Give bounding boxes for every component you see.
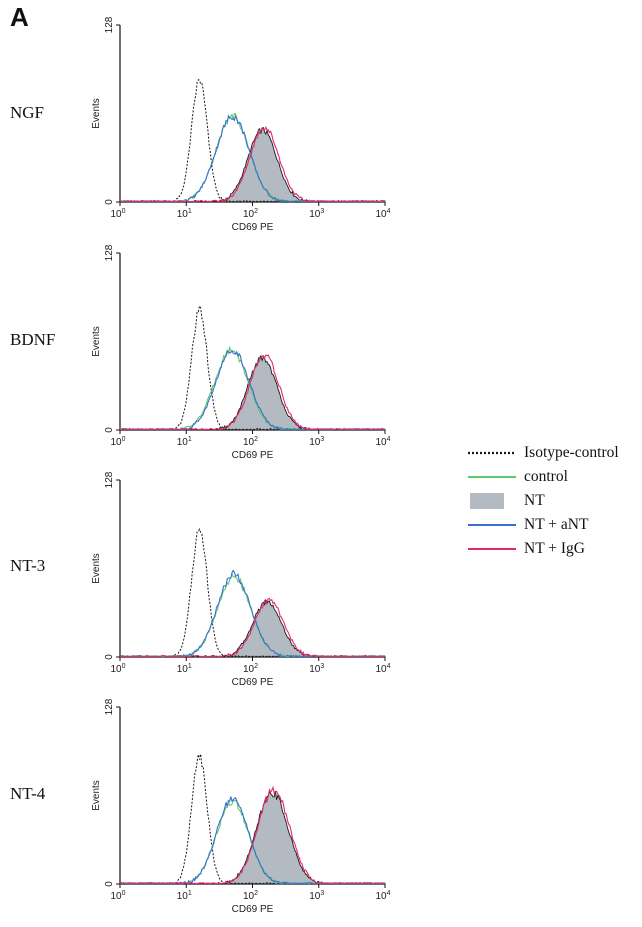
y-axis-label: Events	[91, 553, 102, 584]
legend-swatch-nt	[470, 493, 504, 509]
x-tick-label: 104	[375, 890, 390, 902]
legend-label-nt-antibody: NT + aNT	[524, 516, 589, 533]
x-tick-label: 104	[375, 436, 390, 448]
x-tick-label: 101	[177, 890, 192, 902]
legend-item-nt-antibody: NT + aNT	[468, 513, 640, 537]
x-tick-label: 102	[243, 663, 258, 675]
legend-label-control: control	[524, 468, 568, 485]
legend-label-nt-igg: NT + IgG	[524, 540, 585, 557]
y-tick-label: 128	[104, 244, 115, 261]
series-nt-igg-line	[120, 597, 385, 658]
x-tick-label: 102	[243, 890, 258, 902]
x-tick-label: 100	[110, 436, 125, 448]
histogram-nt3: 0 128 Events 100 101 102 103 104 CD69 PE	[85, 470, 405, 700]
y-tick-label: 128	[104, 698, 115, 715]
series-nt-igg-line	[120, 126, 386, 203]
y-axis-label: Events	[91, 98, 102, 129]
panel-letter: A	[10, 2, 29, 32]
legend-item-control: control	[468, 465, 640, 489]
series-nt-igg-line	[120, 354, 386, 431]
x-tick-label: 103	[309, 890, 324, 902]
x-tick-label: 101	[177, 663, 192, 675]
x-tick-label: 103	[309, 208, 324, 220]
x-axis-label: CD69 PE	[232, 677, 274, 688]
x-tick-label: 103	[309, 663, 324, 675]
x-tick-label: 102	[243, 208, 258, 220]
x-tick-label: 103	[309, 436, 324, 448]
histogram-ngf: 0 128 Events 100 101 102 103 104 CD69 PE	[85, 15, 405, 245]
y-tick-label: 0	[104, 881, 115, 887]
histogram-nt4: 0 128 Events 100 101 102 103 104 CD69 PE	[85, 697, 405, 927]
x-tick-label: 104	[375, 208, 390, 220]
series-nt-area	[119, 127, 386, 203]
legend-swatch-nt-antibody	[468, 524, 516, 526]
series-nt-area	[119, 790, 386, 885]
legend: Isotype-control control NT NT + aNT NT +…	[468, 441, 640, 561]
x-tick-label: 102	[243, 436, 258, 448]
x-tick-label: 101	[177, 436, 192, 448]
legend-swatch-control	[468, 476, 516, 478]
condition-label-nt4: NT-4	[10, 784, 46, 803]
y-axis-label: Events	[91, 780, 102, 811]
condition-label-ngf: NGF	[10, 103, 45, 122]
legend-item-isotype: Isotype-control	[468, 441, 640, 465]
series-nt-igg-line	[120, 785, 386, 885]
x-tick-label: 100	[110, 890, 125, 902]
x-axis-label: CD69 PE	[232, 222, 274, 233]
legend-swatch-nt-igg	[468, 548, 516, 550]
legend-item-nt-igg: NT + IgG	[468, 537, 640, 561]
legend-label-isotype: Isotype-control	[524, 444, 619, 461]
y-tick-label: 0	[104, 427, 115, 433]
condition-label-bdnf: BDNF	[10, 330, 56, 349]
x-axis-label: CD69 PE	[232, 450, 274, 461]
x-tick-label: 104	[375, 663, 390, 675]
histogram-bdnf: 0 128 Events 100 101 102 103 104 CD69 PE	[85, 243, 405, 473]
y-axis-label: Events	[91, 326, 102, 357]
legend-swatch-isotype	[468, 451, 516, 455]
y-tick-label: 0	[104, 654, 115, 660]
x-tick-label: 100	[110, 208, 125, 220]
y-tick-label: 0	[104, 199, 115, 205]
legend-label-nt: NT	[524, 492, 545, 509]
x-tick-label: 101	[177, 208, 192, 220]
x-tick-label: 100	[110, 663, 125, 675]
y-tick-label: 128	[104, 471, 115, 488]
y-tick-label: 128	[104, 16, 115, 33]
x-axis-label: CD69 PE	[232, 904, 274, 915]
legend-item-nt: NT	[468, 489, 640, 513]
condition-label-nt3: NT-3	[10, 556, 46, 575]
